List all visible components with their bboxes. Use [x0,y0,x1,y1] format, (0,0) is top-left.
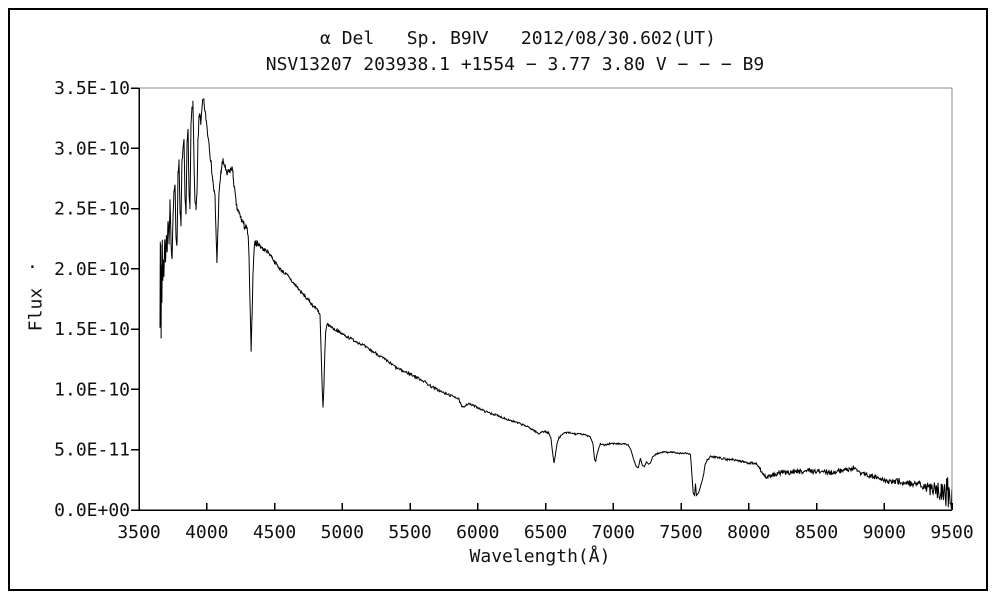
y-tick-label: 2.5E-10 [54,199,130,220]
x-tick-label: 5500 [388,522,431,543]
y-tick-label: 0.0E+00 [54,500,130,521]
x-tick-label: 6000 [456,522,499,543]
y-tick-label: 3.5E-10 [54,78,130,99]
chart-title: α Del Sp. B9Ⅳ 2012/08/30.602(UT) [320,28,716,49]
x-tick-label: 4000 [185,522,228,543]
x-tick-label: 8000 [727,522,770,543]
x-tick-label: 7500 [659,522,702,543]
x-tick-label: 3500 [117,522,160,543]
x-tick-label: 7000 [592,522,635,543]
x-tick-label: 5000 [321,522,364,543]
x-tick-label: 8500 [795,522,838,543]
y-tick-label: 1.5E-10 [54,319,130,340]
x-axis-title: Wavelength(Å) [469,546,611,567]
x-tick-label: 4500 [253,522,296,543]
x-tick-label: 6500 [524,522,567,543]
y-tick-label: 1.0E-10 [54,379,130,400]
y-tick-label: 2.0E-10 [54,259,130,280]
chart-subtitle: NSV13207 203938.1 +1554 − 3.77 3.80 V − … [265,54,765,75]
spectrum-curve [159,98,952,509]
stray-dot: . [27,252,38,273]
y-tick-label: 3.0E-10 [54,138,130,159]
x-tick-label: 9500 [930,522,973,543]
x-tick-label: 9000 [863,522,906,543]
y-tick-label: 5.0E-11 [54,440,130,461]
